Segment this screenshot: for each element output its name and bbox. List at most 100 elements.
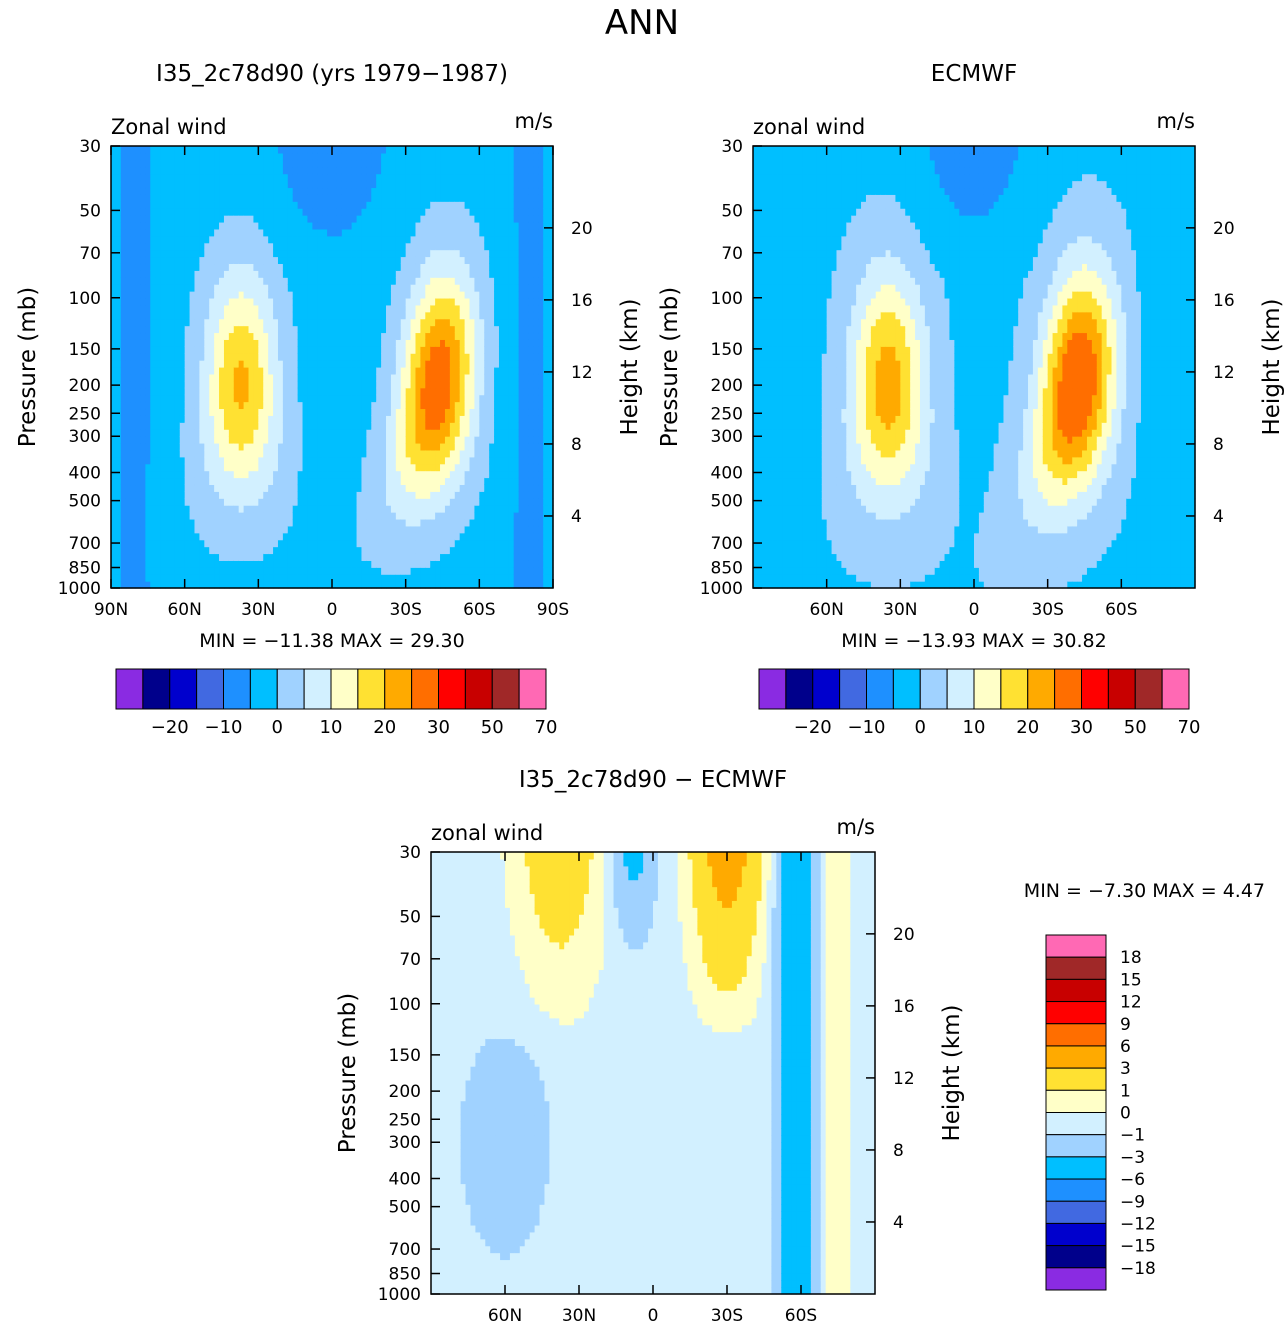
contour-cell bbox=[489, 353, 495, 361]
contour-cell bbox=[258, 159, 264, 168]
contour-cell bbox=[223, 256, 230, 265]
contour-cell bbox=[135, 491, 142, 499]
contour-cell bbox=[366, 449, 372, 458]
contour-cell bbox=[327, 215, 333, 223]
contour-cell bbox=[381, 429, 387, 437]
contour-cell bbox=[346, 380, 353, 389]
contour-cell bbox=[150, 215, 156, 223]
contour-cell bbox=[420, 574, 426, 582]
contour-cell bbox=[273, 367, 279, 375]
contour-cell bbox=[204, 249, 210, 258]
contour-cell bbox=[395, 194, 402, 202]
contour-cell bbox=[361, 332, 367, 340]
contour-cell bbox=[194, 221, 200, 230]
contour-cell bbox=[415, 415, 421, 423]
contour-cell bbox=[160, 463, 166, 472]
contour-cell bbox=[150, 263, 156, 271]
contour-cell bbox=[327, 567, 333, 575]
contour-cell bbox=[425, 270, 431, 278]
contour-cell bbox=[454, 512, 461, 520]
contour-cell bbox=[464, 166, 471, 175]
contour-cell bbox=[459, 387, 466, 396]
contour-cell bbox=[371, 449, 377, 458]
contour-cell bbox=[238, 194, 245, 202]
contour-cell bbox=[130, 463, 137, 472]
contour-cell bbox=[282, 249, 289, 258]
contour-cell bbox=[425, 422, 431, 430]
contour-cell bbox=[243, 208, 250, 216]
contour-cell bbox=[341, 311, 348, 320]
contour-cell bbox=[420, 256, 426, 265]
contour-cell bbox=[405, 187, 412, 195]
contour-cell bbox=[400, 574, 407, 582]
contour-cell bbox=[405, 291, 412, 299]
contour-cell bbox=[209, 449, 215, 458]
contour-cell bbox=[253, 339, 259, 347]
contour-cell bbox=[120, 560, 127, 568]
contour-cell bbox=[307, 408, 313, 416]
contour-cell bbox=[150, 270, 156, 278]
contour-cell bbox=[243, 173, 250, 182]
contour-cell bbox=[243, 221, 250, 230]
contour-cell bbox=[454, 263, 461, 271]
contour-cell bbox=[302, 332, 309, 340]
contour-cell bbox=[327, 367, 333, 375]
contour-cell bbox=[317, 311, 323, 320]
contour-cell bbox=[484, 291, 490, 299]
contour-cell bbox=[484, 553, 490, 561]
contour-cell bbox=[115, 512, 122, 520]
contour-cell bbox=[479, 159, 485, 168]
contour-cell bbox=[169, 429, 176, 437]
contour-cell bbox=[282, 291, 289, 299]
contour-cell bbox=[155, 505, 161, 513]
contour-cell bbox=[302, 284, 309, 292]
contour-cell bbox=[219, 442, 225, 451]
contour-cell bbox=[282, 470, 289, 479]
contour-cell bbox=[150, 187, 156, 195]
contour-cell bbox=[297, 373, 304, 382]
contour-cell bbox=[415, 228, 421, 237]
contour-cell bbox=[145, 270, 151, 278]
contour-cell bbox=[184, 546, 191, 555]
contour-cell bbox=[395, 270, 402, 278]
contour-cell bbox=[400, 270, 407, 278]
contour-cell bbox=[184, 318, 191, 327]
contour-cell bbox=[253, 498, 259, 506]
contour-cell bbox=[464, 277, 471, 285]
contour-cell bbox=[440, 332, 446, 340]
contour-cell bbox=[263, 304, 269, 313]
contour-cell bbox=[489, 491, 495, 499]
contour-cell bbox=[179, 249, 186, 258]
contour-cell bbox=[111, 201, 117, 209]
contour-cell bbox=[120, 442, 127, 451]
contour-cell bbox=[474, 166, 480, 175]
contour-cell bbox=[292, 291, 299, 299]
contour-cell bbox=[390, 380, 397, 389]
contour-cell bbox=[386, 325, 392, 334]
contour-cell bbox=[376, 505, 382, 513]
contour-cell bbox=[430, 235, 436, 244]
contour-cell bbox=[332, 249, 338, 258]
contour-cell bbox=[184, 215, 191, 223]
contour-cell bbox=[425, 512, 431, 520]
contour-cell bbox=[474, 567, 480, 575]
contour-cell bbox=[145, 436, 151, 444]
contour-cell bbox=[400, 152, 407, 161]
contour-cell bbox=[351, 518, 358, 527]
contour-cell bbox=[322, 567, 328, 575]
contour-cell bbox=[273, 311, 279, 320]
contour-cell bbox=[169, 415, 176, 423]
contour-cell bbox=[169, 194, 176, 202]
contour-cell bbox=[430, 242, 436, 251]
contour-cell bbox=[469, 553, 476, 561]
contour-cell bbox=[415, 574, 421, 582]
contour-cell bbox=[386, 332, 392, 340]
contour-cell bbox=[454, 146, 461, 154]
contour-cell bbox=[248, 415, 255, 423]
contour-cell bbox=[381, 505, 387, 513]
contour-cell bbox=[351, 546, 358, 555]
contour-cell bbox=[135, 201, 142, 209]
contour-cell bbox=[287, 387, 294, 396]
contour-cell bbox=[277, 539, 284, 548]
contour-cell bbox=[219, 221, 225, 230]
